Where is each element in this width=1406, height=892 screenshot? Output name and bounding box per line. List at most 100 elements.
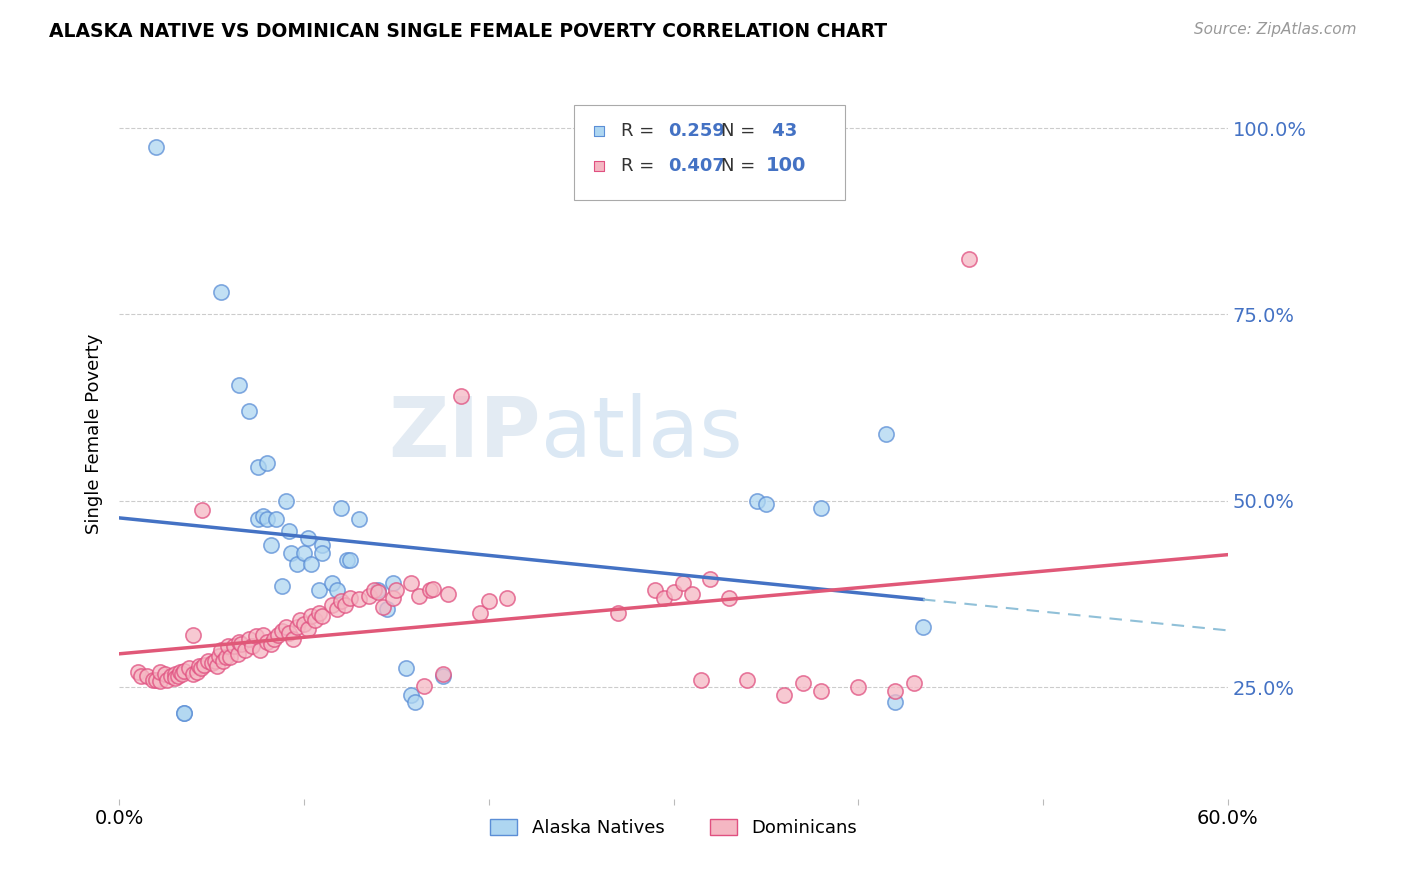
Point [274, 493, 297, 508]
Point [163, 671, 186, 685]
Point [432, 669, 454, 683]
Point [297, 622, 319, 636]
Point [217, 639, 239, 653]
Point [957, 252, 980, 266]
Point [311, 546, 333, 560]
Point [395, 661, 418, 675]
Point [169, 665, 191, 680]
Point [385, 583, 408, 598]
Point [191, 502, 214, 516]
Point [399, 688, 422, 702]
Point [256, 457, 278, 471]
Point [190, 661, 212, 675]
Point [367, 583, 389, 598]
Text: atlas: atlas [540, 393, 742, 475]
Text: 0.407: 0.407 [668, 157, 725, 175]
Point [607, 606, 630, 620]
Point [127, 665, 149, 680]
Point [419, 583, 441, 598]
Text: ALASKA NATIVE VS DOMINICAN SINGLE FEMALE POVERTY CORRELATION CHART: ALASKA NATIVE VS DOMINICAN SINGLE FEMALE… [49, 22, 887, 41]
Point [745, 493, 768, 508]
Point [450, 389, 472, 403]
Point [884, 695, 907, 709]
Point [349, 592, 371, 607]
Point [238, 632, 260, 646]
Point [755, 498, 778, 512]
Point [297, 531, 319, 545]
Point [205, 659, 228, 673]
Point [326, 583, 349, 598]
Point [644, 583, 666, 598]
Point [252, 508, 274, 523]
Point [308, 583, 330, 598]
Point [321, 575, 343, 590]
Point [219, 650, 242, 665]
Point [468, 606, 491, 620]
Legend: Alaska Natives, Dominicans: Alaska Natives, Dominicans [482, 812, 865, 845]
Point [432, 666, 454, 681]
Point [496, 591, 519, 605]
Point [363, 583, 385, 598]
Point [908, 185, 931, 199]
Point [478, 594, 501, 608]
Point [193, 657, 215, 672]
Point [172, 666, 194, 681]
Point [908, 220, 931, 235]
Point [240, 639, 263, 653]
Point [285, 557, 308, 571]
Point [299, 557, 322, 571]
Point [413, 679, 436, 693]
Point [339, 591, 361, 605]
Text: N =: N = [721, 121, 761, 139]
Point [792, 676, 814, 690]
Point [404, 695, 426, 709]
Point [270, 579, 292, 593]
Point [228, 378, 250, 392]
Point [249, 642, 271, 657]
Point [278, 524, 301, 538]
Point [246, 512, 269, 526]
Point [699, 572, 721, 586]
Point [141, 673, 163, 687]
Point [233, 642, 256, 657]
Point [208, 648, 231, 663]
Point [149, 665, 172, 680]
Point [163, 666, 186, 681]
Text: Source: ZipAtlas.com: Source: ZipAtlas.com [1194, 22, 1357, 37]
Text: R =: R = [621, 157, 661, 175]
Point [209, 285, 232, 299]
Point [357, 589, 380, 603]
Text: N =: N = [721, 157, 761, 175]
Point [252, 628, 274, 642]
Point [179, 661, 201, 675]
Point [222, 639, 245, 653]
Point [131, 669, 153, 683]
Point [270, 624, 292, 639]
Point [187, 659, 209, 673]
Point [145, 140, 167, 154]
Point [260, 539, 283, 553]
Point [145, 673, 167, 687]
Point [278, 626, 301, 640]
Point [260, 637, 283, 651]
Point [226, 647, 249, 661]
Point [339, 553, 361, 567]
Point [292, 546, 315, 560]
Point [281, 632, 304, 646]
Point [290, 613, 312, 627]
Point [228, 635, 250, 649]
Point [299, 609, 322, 624]
Point [136, 669, 159, 683]
Point [209, 642, 232, 657]
Point [367, 584, 389, 599]
Point [274, 620, 297, 634]
Point [662, 584, 685, 599]
Point [156, 673, 179, 687]
Text: ZIP: ZIP [388, 393, 540, 475]
Point [238, 404, 260, 418]
Point [875, 426, 897, 441]
Point [266, 512, 288, 526]
Point [810, 501, 832, 516]
Text: 0.259: 0.259 [668, 121, 725, 139]
Point [373, 599, 395, 614]
